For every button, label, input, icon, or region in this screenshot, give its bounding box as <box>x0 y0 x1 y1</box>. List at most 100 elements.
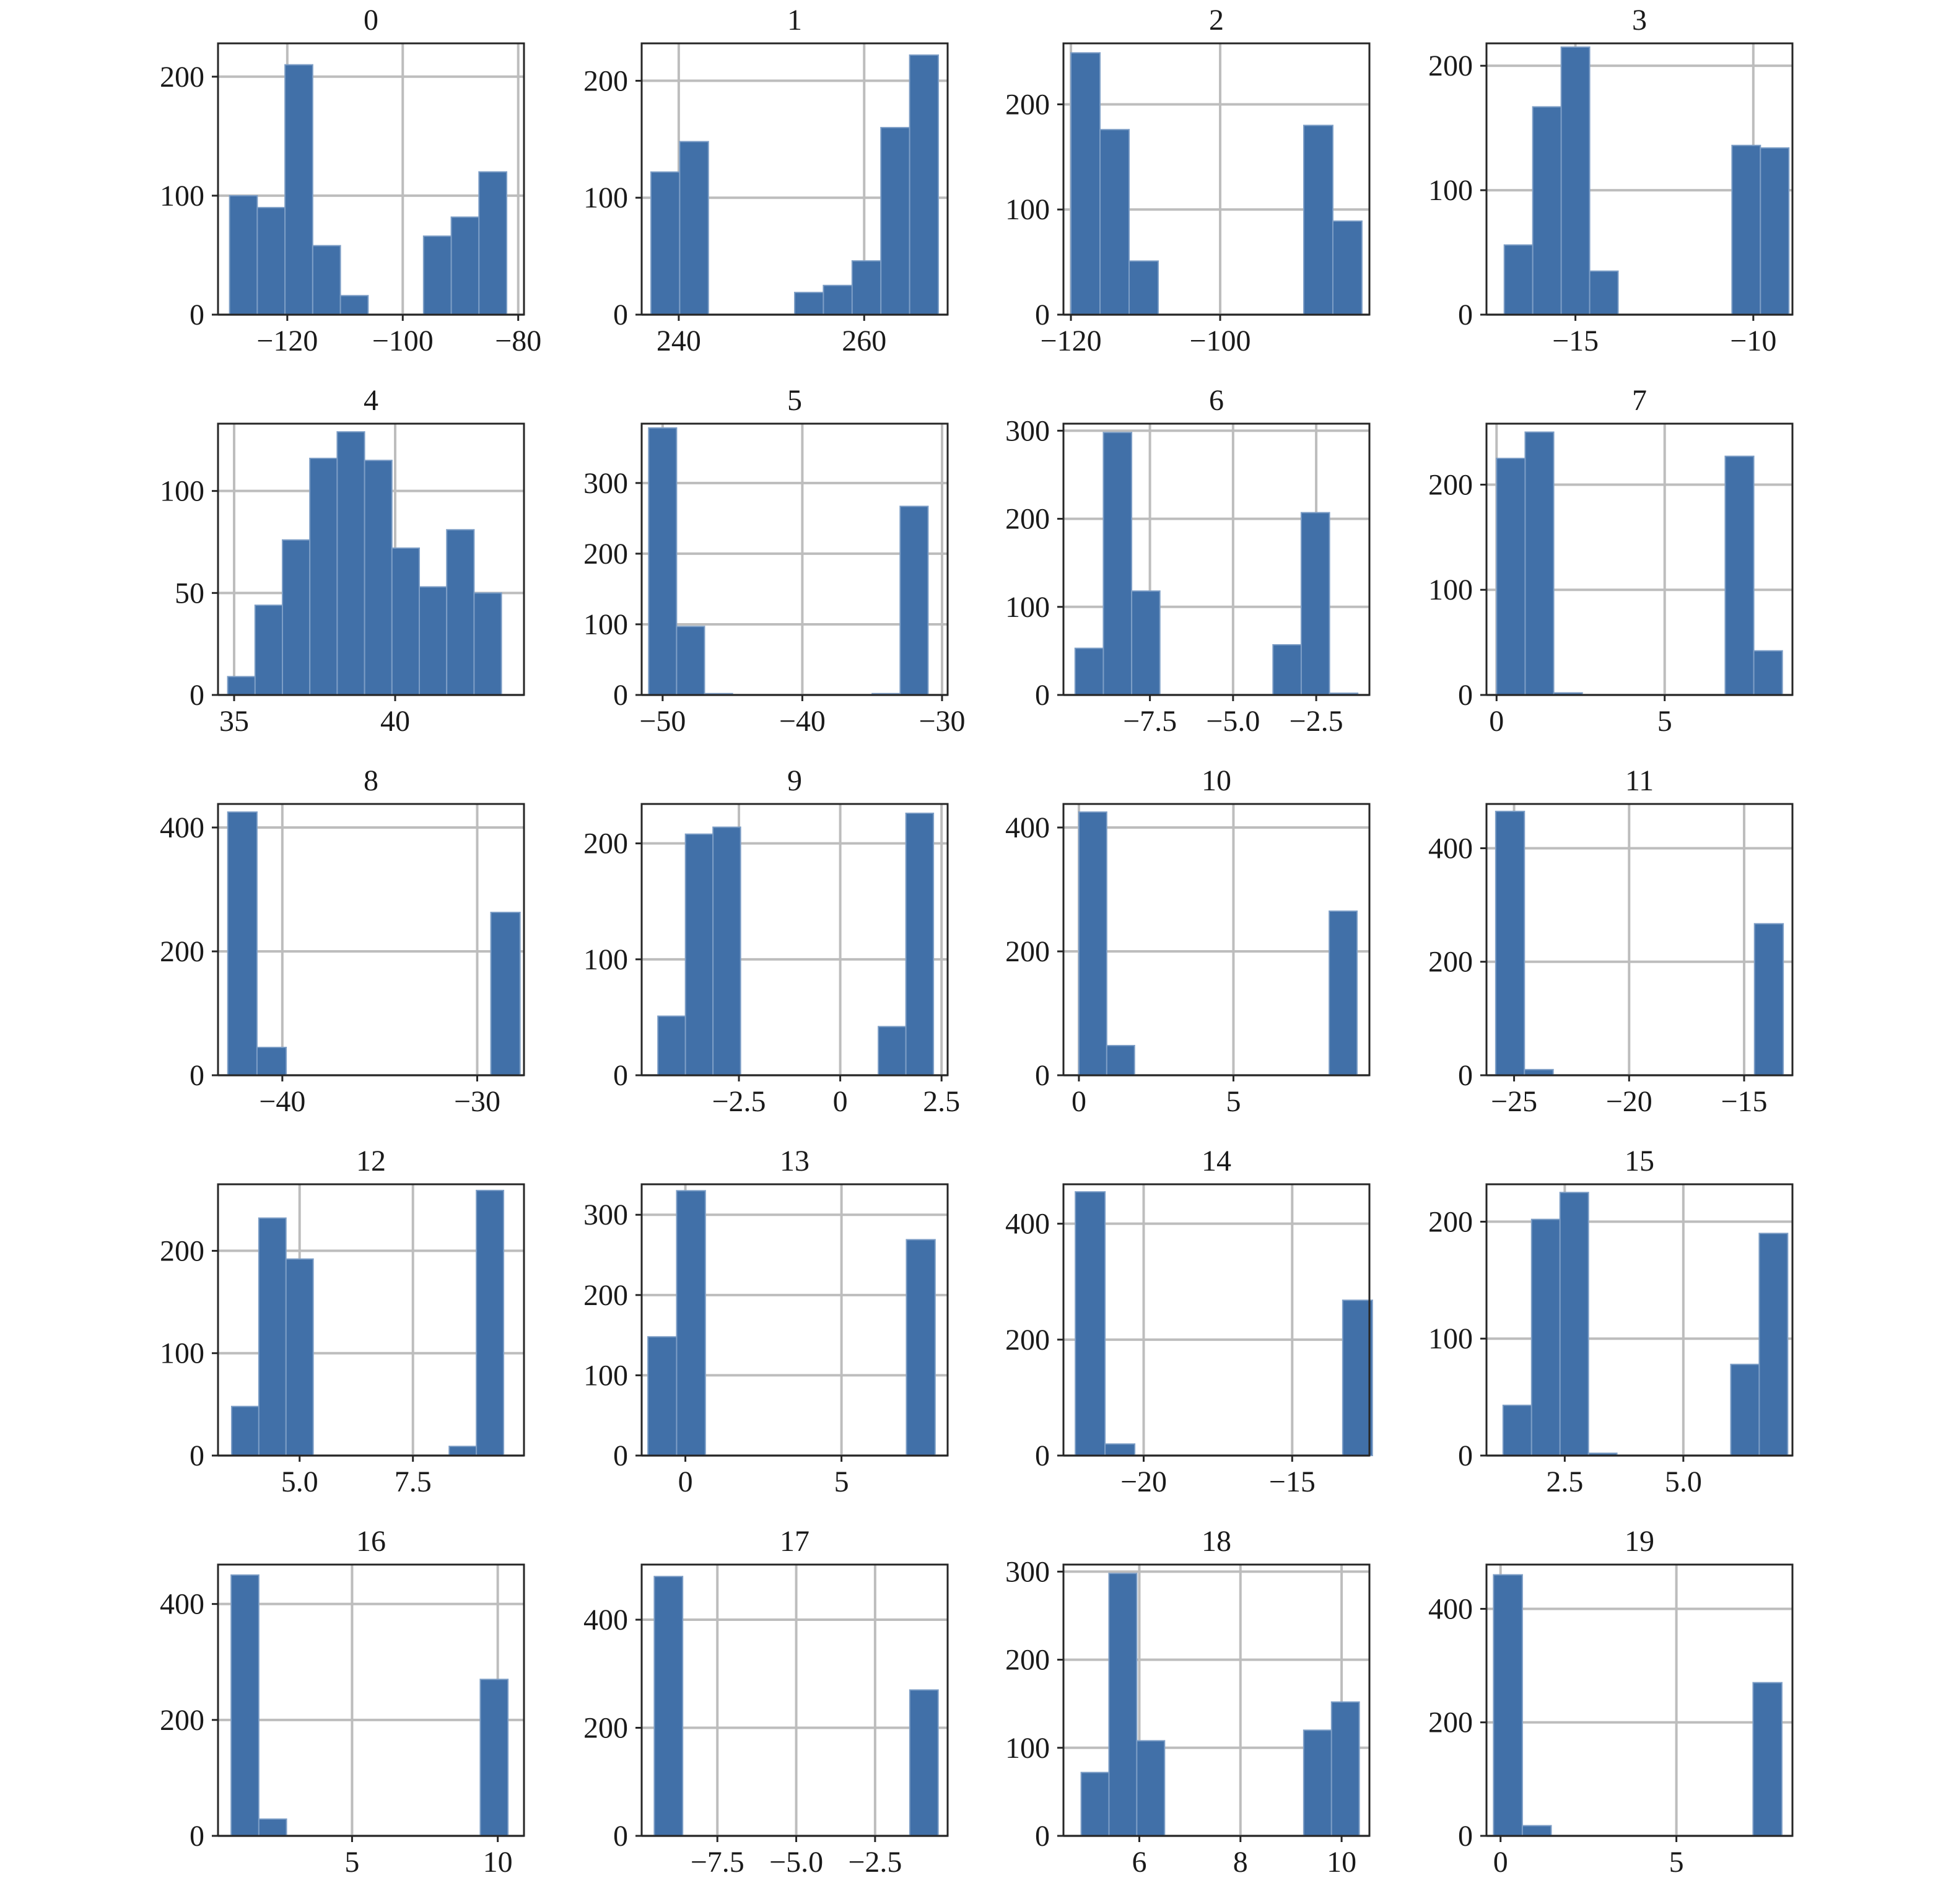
histogram-panel-0: 0 −120 −100 −80 0 100 200 <box>160 4 541 357</box>
histogram-bar <box>1760 147 1790 316</box>
y-tick-label: 0 <box>190 1820 204 1853</box>
histogram-bar <box>1496 458 1526 696</box>
panel-title: 8 <box>364 764 378 797</box>
x-tick-label: 6 <box>1132 1846 1146 1879</box>
y-tick-label: 200 <box>1005 88 1050 121</box>
histogram-bar <box>657 1015 686 1076</box>
histogram-panel-2: 2 −120 −100 0 100 200 <box>1005 4 1371 357</box>
x-tick-label: 5 <box>1226 1085 1241 1118</box>
x-tick-label: 10 <box>483 1846 513 1879</box>
y-tick-label: 400 <box>160 1588 204 1621</box>
histogram-bar <box>1080 1771 1110 1836</box>
histogram-bar <box>676 1190 706 1457</box>
y-tick-label: 0 <box>1035 1439 1050 1472</box>
y-tick-label: 100 <box>1428 174 1473 207</box>
x-tick-label: −5.0 <box>769 1846 823 1879</box>
histogram-panel-17: 17 −7.5 −5.0 −2.5 0 200 400 <box>583 1525 949 1879</box>
histogram-bar <box>906 1239 936 1456</box>
x-tick-label: −15 <box>1721 1085 1767 1118</box>
y-tick-label: 0 <box>190 679 204 712</box>
histogram-bar <box>1131 590 1161 696</box>
y-tick-label: 100 <box>160 1337 204 1370</box>
histogram-bar <box>1524 431 1555 696</box>
x-tick-label: −100 <box>1189 325 1250 357</box>
y-tick-label: 200 <box>583 538 628 570</box>
y-tick-label: 200 <box>160 1704 204 1737</box>
histogram-panel-4: 4 35 40 0 50 100 <box>160 384 525 738</box>
x-tick-label: 8 <box>1233 1846 1248 1879</box>
x-tick-label: −30 <box>919 705 965 738</box>
y-tick-label: 200 <box>583 64 628 97</box>
y-tick-label: 0 <box>190 1439 204 1472</box>
histogram-panel-14: 14 −20 −15 0 200 400 <box>1005 1145 1373 1498</box>
histogram-bar <box>336 431 365 696</box>
plot-frame <box>1062 803 1371 1076</box>
x-tick-label: 260 <box>842 325 886 357</box>
histogram-bar <box>1495 810 1525 1076</box>
x-tick-label: 0 <box>678 1465 693 1498</box>
x-tick-label: 2.5 <box>1546 1465 1583 1498</box>
histogram-bar <box>1502 1404 1532 1457</box>
y-tick-label: 200 <box>1428 468 1473 501</box>
y-tick-label: 400 <box>1428 1592 1473 1625</box>
y-tick-label: 100 <box>583 943 628 976</box>
y-tick-label: 300 <box>1005 414 1050 447</box>
panel-title: 4 <box>364 384 378 417</box>
histogram-bar <box>391 547 420 696</box>
histogram-bar <box>254 605 283 696</box>
y-tick-label: 0 <box>1035 299 1050 331</box>
plot-frame <box>217 42 525 316</box>
x-tick-label: −50 <box>639 705 686 738</box>
histogram-bar <box>684 833 714 1076</box>
x-tick-label: −2.5 <box>1290 705 1343 738</box>
histogram-bar <box>1753 923 1784 1076</box>
histogram-bar <box>647 1336 678 1456</box>
histogram-bar <box>1332 220 1363 315</box>
y-tick-label: 0 <box>190 299 204 331</box>
histogram-bar <box>1070 52 1101 315</box>
histogram-bar <box>282 539 311 696</box>
histogram-bar <box>230 1574 260 1836</box>
histogram-bar <box>1136 1740 1166 1836</box>
x-tick-label: 0 <box>1072 1085 1086 1118</box>
y-tick-label: 300 <box>583 467 628 500</box>
y-tick-label: 0 <box>1035 1820 1050 1853</box>
histogram-bar <box>650 171 681 315</box>
plot-frame <box>1485 1563 1794 1837</box>
panel-title: 6 <box>1209 384 1224 417</box>
histogram-bar <box>1758 1233 1789 1457</box>
histogram-bar <box>284 64 313 315</box>
y-tick-label: 100 <box>583 181 628 214</box>
y-tick-label: 400 <box>1005 1208 1050 1241</box>
x-tick-label: −40 <box>259 1085 305 1118</box>
histogram-bar <box>450 216 480 316</box>
histogram-panel-16: 16 5 10 0 200 400 <box>160 1525 525 1879</box>
histogram-bar <box>1724 455 1755 696</box>
histogram-bar <box>1329 911 1358 1076</box>
x-tick-label: 5 <box>344 1846 359 1879</box>
panel-title: 13 <box>780 1145 810 1177</box>
y-tick-label: 200 <box>1428 1706 1473 1739</box>
y-tick-label: 200 <box>1005 935 1050 968</box>
x-tick-label: 5 <box>834 1465 849 1498</box>
panel-title: 2 <box>1209 4 1224 37</box>
histogram-bar <box>1342 1299 1373 1456</box>
histogram-bar <box>258 1818 287 1837</box>
histogram-bar <box>1102 432 1133 696</box>
y-tick-label: 400 <box>1005 811 1050 844</box>
histogram-bar <box>339 295 369 315</box>
y-tick-label: 100 <box>160 180 204 212</box>
histogram-bar <box>676 626 705 696</box>
panel-title: 18 <box>1202 1525 1231 1558</box>
histogram-bar <box>909 1689 939 1836</box>
histogram-bar <box>285 1258 314 1456</box>
panel-title: 5 <box>787 384 802 417</box>
histogram-bar <box>1078 811 1107 1076</box>
y-tick-label: 300 <box>583 1199 628 1231</box>
x-tick-label: 2.5 <box>923 1085 960 1118</box>
panel-title: 10 <box>1202 764 1231 797</box>
x-tick-label: −7.5 <box>691 1846 744 1879</box>
y-tick-label: 0 <box>1035 1059 1050 1092</box>
